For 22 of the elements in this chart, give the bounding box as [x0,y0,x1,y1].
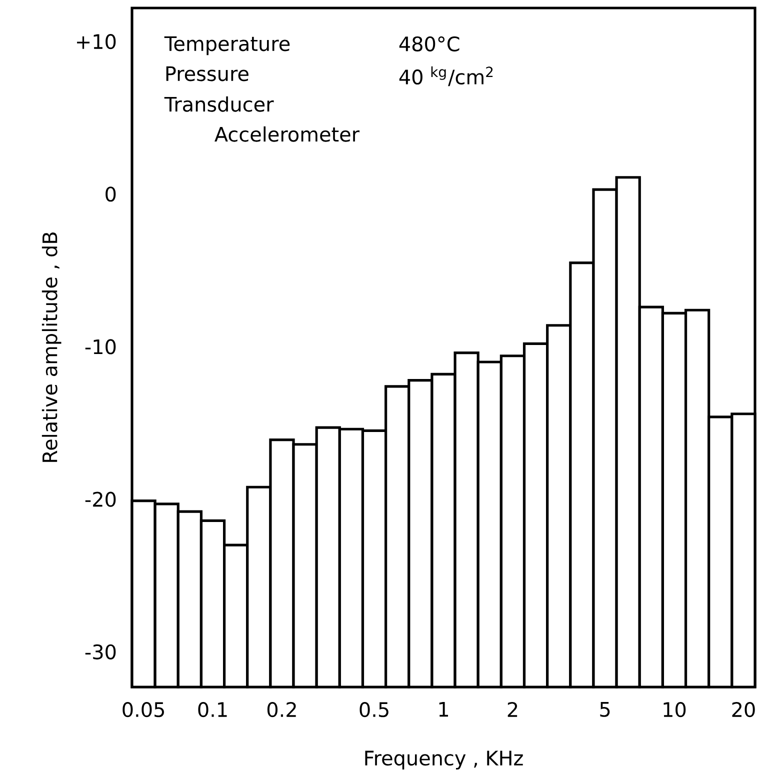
x-axis-title: Frequency , KHz [365,750,523,770]
x-tick-label: 20 [732,702,755,718]
y-axis-title: Relative amplitude , dB [42,232,62,462]
x-tick-label: 0.1 [198,702,227,718]
annotation: Pressure [166,66,248,82]
annotation: Accelerometer [214,126,360,142]
annotation: Temperature [164,36,290,56]
x-tick-label: 10 [664,702,686,718]
x-tick-label: 0.05 [122,702,164,718]
y-tick-label: -10 [85,339,116,354]
y-tick-label: 0 [106,186,116,202]
y-tick-label: +10 [77,34,116,50]
y-tick-label: -20 [85,492,116,507]
x-tick-label: 1 [439,702,448,717]
annotation: 40 $^{kg}$/cm$^{2}$ [399,66,493,86]
x-tick-label: 2 [508,702,518,717]
x-tick-label: 5 [600,702,610,717]
x-tick-label: 0.5 [360,702,388,718]
annotation: Transducer [164,96,274,112]
annotation: 480°C [399,36,460,52]
x-tick-label: 0.2 [267,702,296,718]
y-tick-label: -30 [85,644,116,660]
